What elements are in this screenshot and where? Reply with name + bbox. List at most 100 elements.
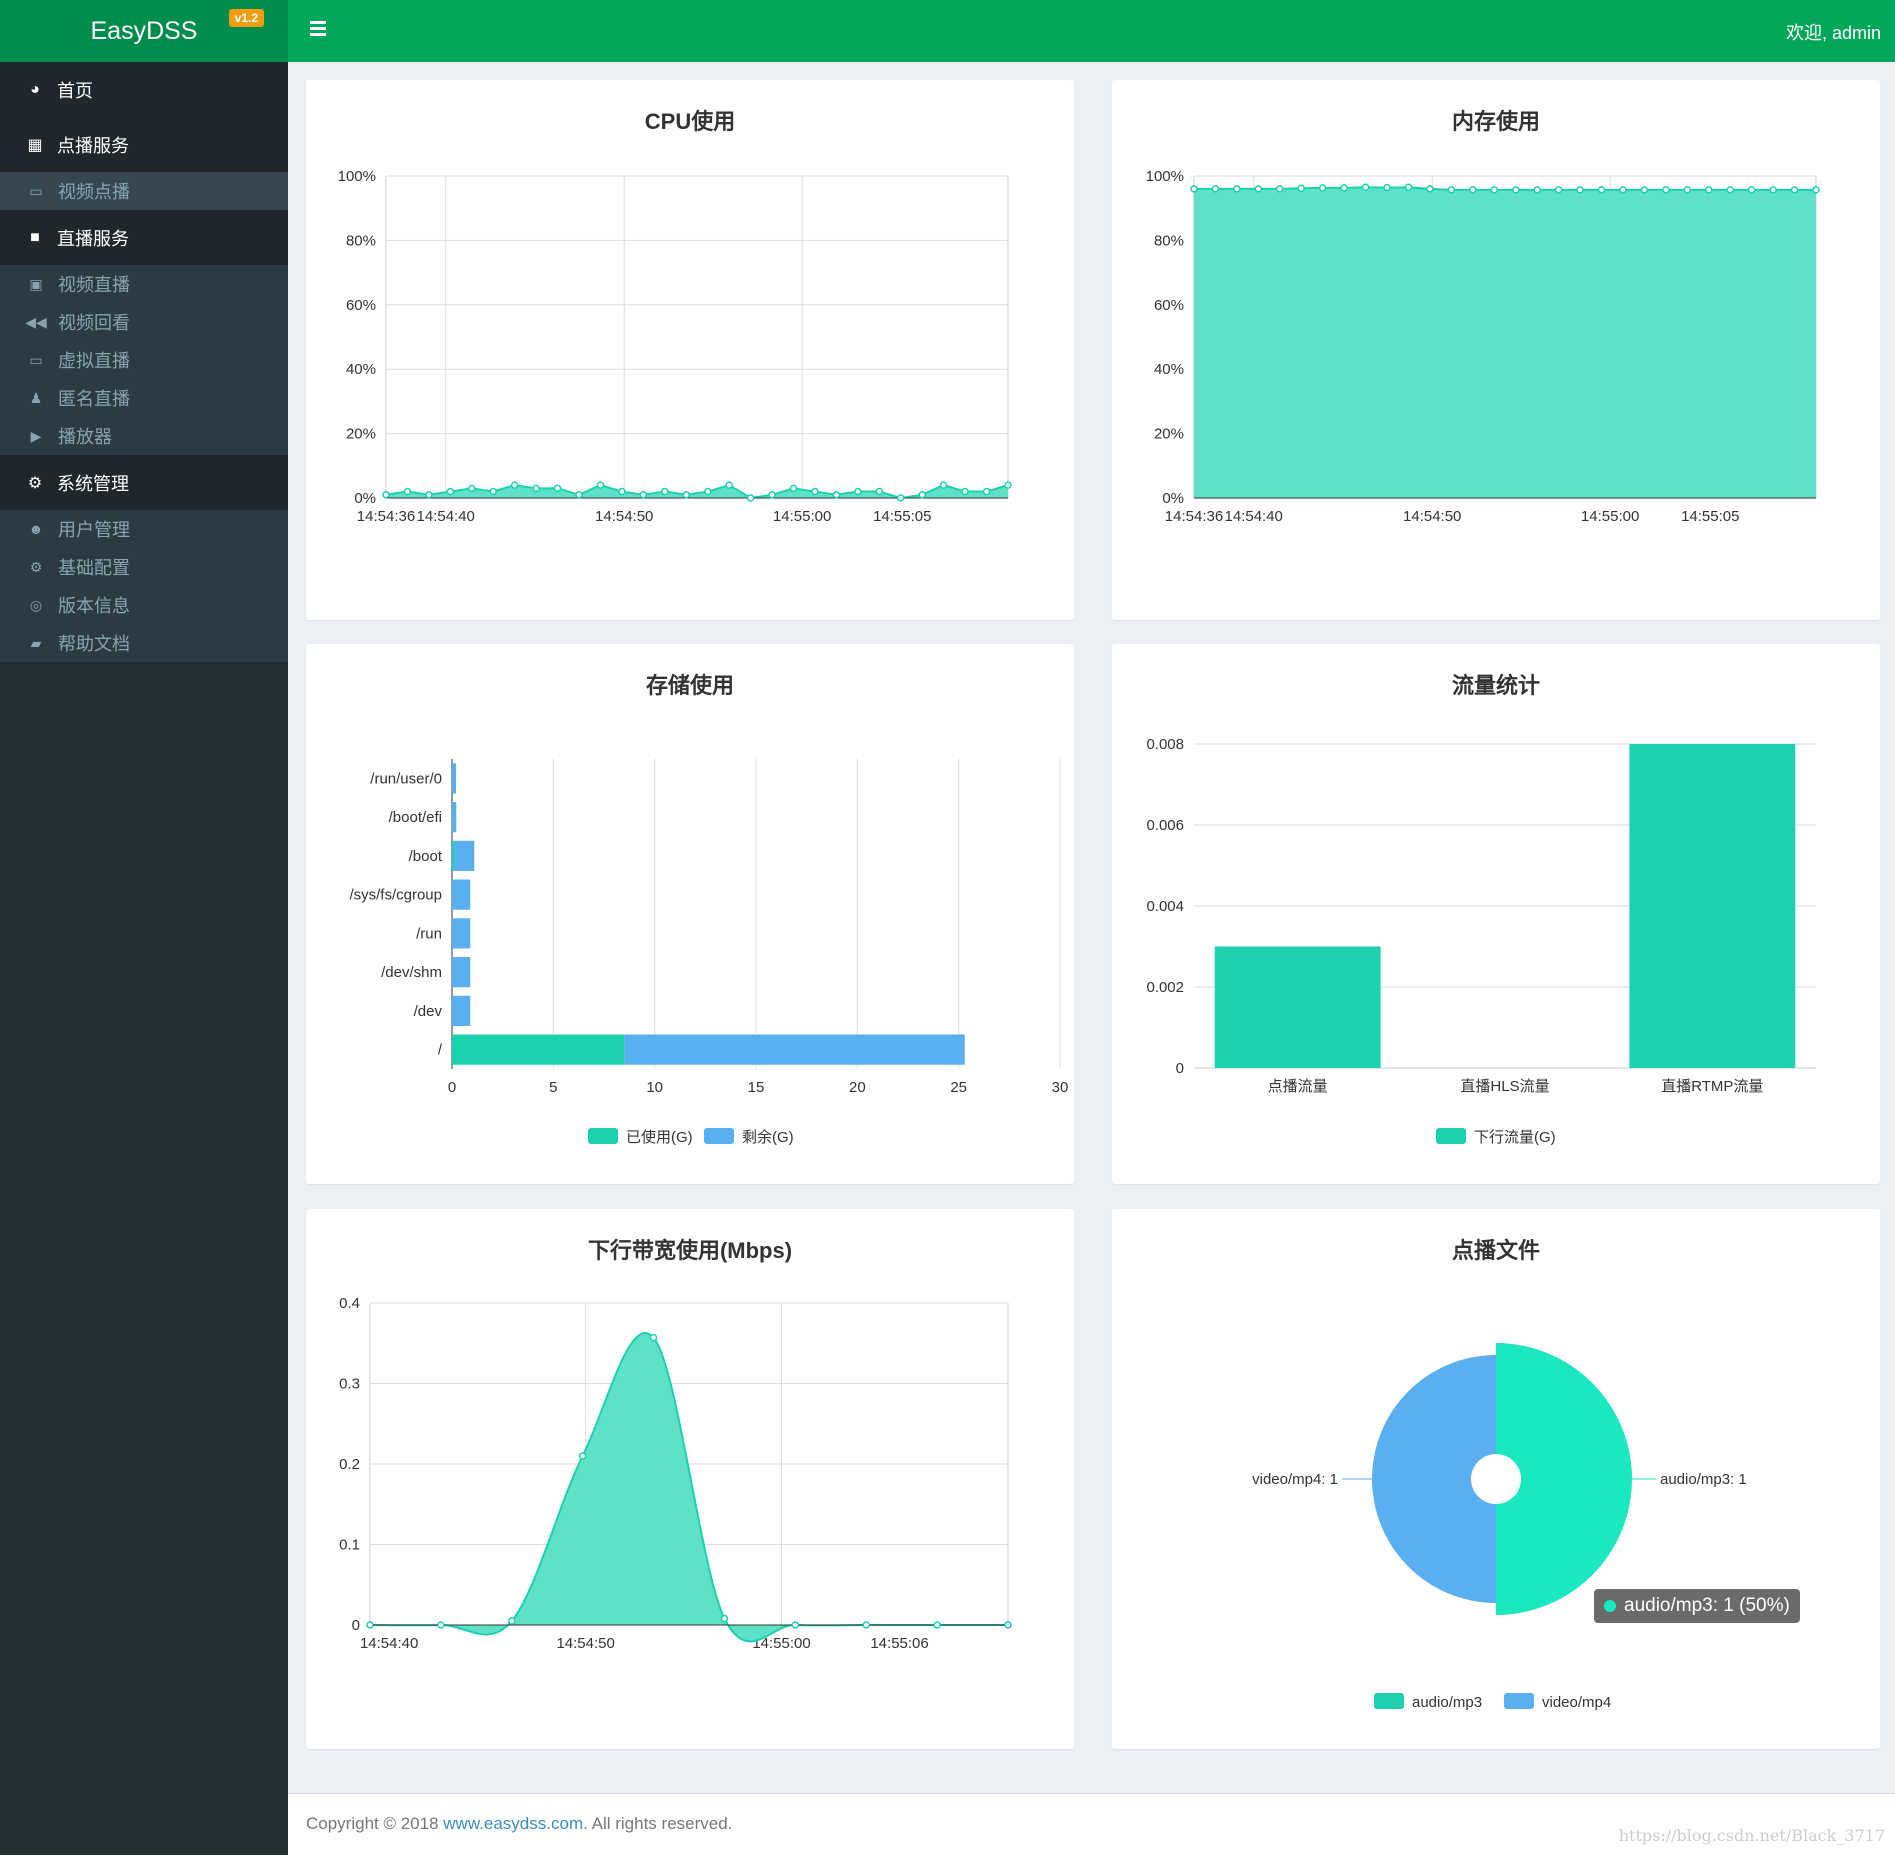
data-point [1490,186,1499,194]
bar-segment [452,957,471,988]
sidebar-item-version[interactable]: ◎ 版本信息 [0,586,288,624]
sidebar-item-label: 首页 [57,80,93,101]
sidebar-toggle-icon[interactable] [306,18,330,42]
x-tick-label: 10 [646,1079,663,1096]
sidebar-item-users[interactable]: ☻ 用户管理 [0,510,288,548]
bar-segment [452,1034,625,1065]
data-point [510,481,519,489]
data-point [649,1333,658,1342]
data-point [489,487,497,496]
x-tick-label: 14:54:36 [357,508,415,525]
slice-label: video/mp4: 1 [1252,1471,1338,1488]
y-category-label: /dev/shm [381,964,442,981]
y-category-label: /run [416,925,442,942]
sidebar-item-config[interactable]: ⚙ 基础配置 [0,548,288,586]
y-tick-label: 40% [346,361,376,378]
y-tick-label: 0.002 [1146,979,1184,996]
data-point [1004,1621,1012,1629]
y-tick-label: 0% [1162,490,1184,507]
sidebar-item-label: 基础配置 [58,558,130,578]
pie-tooltip: audio/mp3: 1 (50%) [1594,1589,1800,1623]
pie-slice-audio-mp3 [1496,1343,1632,1615]
data-point [768,491,776,499]
data-point [1318,184,1327,192]
slice-label: audio/mp3: 1 [1660,1471,1747,1488]
x-tick-label: 25 [950,1079,967,1096]
data-point [596,481,605,489]
sidebar-item-label: 虚拟直播 [58,351,130,371]
data-point [468,484,476,493]
data-point [1747,186,1756,194]
sidebar-item-home[interactable]: ◕ 首页 [0,62,288,117]
card-title: 下行带宽使用(Mbps) [587,1238,793,1263]
site-link[interactable]: www.easydss.com [443,1814,584,1833]
data-point [682,491,691,499]
storage-usage-chart: 0 5 10 15 20 25 30/run/user/0/boot/efi/boot/sy… [349,759,1069,1146]
sidebar-item-video-live[interactable]: ▣ 视频直播 [0,265,288,303]
legend-label: 剩余(G) [742,1128,794,1146]
film-icon: ▦ [27,136,43,154]
sidebar-item-label: 播放器 [58,427,112,447]
bar-segment [624,1034,965,1065]
y-tick-label: 0.008 [1146,736,1184,753]
sidebar-item-system[interactable]: ⚙ 系统管理 [0,455,288,510]
bar-segment [454,840,475,871]
sidebar-item-player[interactable]: ▶ 播放器 [0,417,288,455]
data-point [1297,184,1305,192]
y-tick-label: 60% [1154,297,1184,314]
sidebar-item-playback[interactable]: ◀◀ 视频回看 [0,303,288,341]
monitor-icon: ▭ [29,182,43,199]
sidebar-item-virtual-live[interactable]: ▭ 虚拟直播 [0,341,288,379]
data-point [720,1614,729,1623]
sidebar-item-help[interactable]: ▰ 帮助文档 [0,624,288,662]
x-tick-label: 30 [1052,1079,1069,1096]
bandwidth-usage-chart: 0 0.1 0.2 0.3 0.4 14:54:40 14:54:50 14:55:00 14:… [339,1295,1012,1652]
data-point [1404,183,1413,192]
traffic-stats-chart: 0 0.002 0.004 0.006 0.008 点播流量 直播HLS流量 直播RTMP流量… [1146,736,1816,1146]
y-tick-label: 0.4 [339,1295,360,1312]
sidebar-submenu-vod: ▭ 视频点播 [0,172,288,210]
data-point [703,487,712,496]
y-tick-label: 20% [346,426,376,443]
card-title: CPU使用 [644,109,736,134]
data-point [789,484,798,493]
data-point [1640,186,1649,194]
cpu-usage-card: CPU使用 0% 20% 40% 60% 80% 100% 14:54:36 14:54:40… [306,80,1074,620]
data-point [382,491,390,499]
x-tick-label: 14:54:50 [595,508,653,525]
welcome-user[interactable]: 欢迎, admin [1785,23,1881,43]
data-point [1383,183,1391,192]
sidebar-item-anonymous-live[interactable]: ♟ 匿名直播 [0,379,288,417]
tooltip-dot-icon [1604,1600,1616,1612]
data-point [811,487,819,496]
bar-segment [452,763,457,794]
data-point [725,481,733,489]
x-tick-label: 14:55:05 [873,508,931,525]
data-point [897,494,905,502]
legend-swatch [1374,1693,1404,1709]
sidebar-item-video-vod[interactable]: ▭ 视频点播 [0,172,288,210]
data-point [437,1621,445,1629]
y-tick-label: 0 [1176,1060,1184,1077]
copyright-prefix: Copyright © 2018 [306,1814,444,1833]
x-tick-label: 14:55:05 [1681,508,1739,525]
x-category-label: 点播流量 [1268,1078,1328,1095]
y-tick-label: 0.3 [339,1376,360,1393]
sidebar-item-live[interactable]: ■ 直播服务 [0,210,288,265]
sidebar-item-vod[interactable]: ▦ 点播服务 [0,117,288,172]
play-circle-icon: ▶ [30,427,42,444]
data-point [1705,186,1713,194]
card-title: 流量统计 [1451,673,1540,698]
sidebar-item-label: 点播服务 [57,135,129,156]
y-tick-label: 100% [338,168,376,185]
cpu-usage-chart: 0% 20% 40% 60% 80% 100% 14:54:36 14:54:40 14:54:… [338,168,1012,525]
version-badge: v1.2 [228,9,264,27]
watermark: https://blog.csdn.net/Black_3717 [1618,1826,1885,1845]
sidebar-item-label: 视频点播 [58,182,130,202]
app-logo[interactable]: EasyDSS v1.2 [0,0,288,62]
sidebar-item-label: 直播服务 [57,228,129,249]
y-category-label: /boot/efi [389,809,442,826]
data-point [961,487,969,496]
legend-label: audio/mp3 [1412,1694,1482,1711]
x-tick-label: 14:54:40 [1225,508,1283,525]
